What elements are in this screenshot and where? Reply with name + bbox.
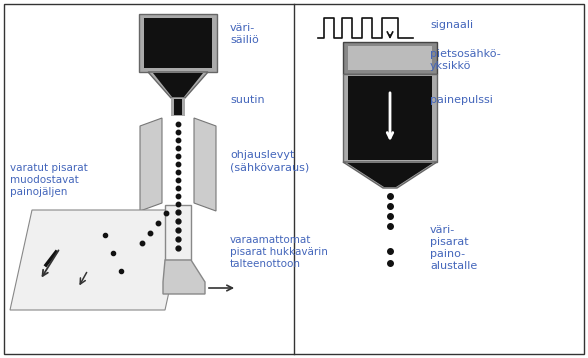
Bar bbox=[348, 76, 432, 160]
Text: paino-: paino- bbox=[430, 249, 465, 259]
Text: pisarat: pisarat bbox=[430, 237, 469, 247]
Bar bbox=[174, 99, 182, 115]
Text: painojäljen: painojäljen bbox=[10, 187, 68, 197]
Polygon shape bbox=[153, 73, 203, 97]
Polygon shape bbox=[140, 118, 162, 211]
Text: yksikkö: yksikkö bbox=[430, 61, 472, 71]
Bar bbox=[168, 118, 188, 203]
Bar bbox=[171, 98, 185, 116]
Text: signaali: signaali bbox=[430, 20, 473, 30]
Text: varatut pisarat: varatut pisarat bbox=[10, 163, 88, 173]
Text: suutin: suutin bbox=[230, 95, 265, 105]
Text: väri-: väri- bbox=[430, 225, 455, 235]
Polygon shape bbox=[148, 72, 208, 98]
Text: pietsosähkö-: pietsosähkö- bbox=[430, 49, 501, 59]
Text: pisarat hukkavärin: pisarat hukkavärin bbox=[230, 247, 328, 257]
Polygon shape bbox=[347, 163, 433, 187]
Text: painepulssi: painepulssi bbox=[430, 95, 493, 105]
Text: varaamattomat: varaamattomat bbox=[230, 235, 312, 245]
Polygon shape bbox=[10, 210, 187, 310]
Bar bbox=[165, 205, 191, 260]
Text: muodostavat: muodostavat bbox=[10, 175, 79, 185]
Text: ohjauslevyt: ohjauslevyt bbox=[230, 150, 295, 160]
Text: talteenottoon: talteenottoon bbox=[230, 259, 301, 269]
Text: (sähkövaraus): (sähkövaraus) bbox=[230, 162, 309, 172]
Text: säiliö: säiliö bbox=[230, 35, 259, 45]
Bar bbox=[348, 46, 432, 70]
Bar bbox=[343, 74, 437, 162]
Text: alustalle: alustalle bbox=[430, 261, 477, 271]
Text: väri-: väri- bbox=[230, 23, 255, 33]
Polygon shape bbox=[194, 118, 216, 211]
Bar bbox=[343, 42, 437, 74]
Polygon shape bbox=[163, 260, 205, 294]
Bar bbox=[139, 14, 217, 72]
Bar bbox=[144, 18, 212, 68]
Polygon shape bbox=[343, 162, 437, 188]
